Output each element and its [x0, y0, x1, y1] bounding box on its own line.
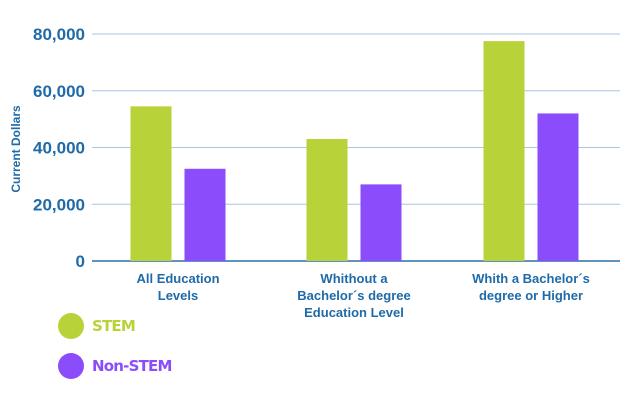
- y-tick-label: 40,000: [33, 139, 85, 158]
- legend-swatch-stem: [58, 313, 84, 339]
- x-category-label: Whithout a: [320, 271, 388, 286]
- bars: [130, 41, 579, 261]
- bar-stem-2: [483, 41, 525, 261]
- x-category-label: Whith a Bachelor´s: [472, 271, 590, 286]
- x-category-label: Levels: [158, 288, 198, 303]
- bar-stem-0: [130, 106, 172, 261]
- grid-lines: [92, 33, 620, 262]
- x-category-label: Education Level: [304, 305, 404, 320]
- y-axis-label: Current Dollars: [9, 105, 23, 193]
- y-tick-label: 20,000: [33, 195, 85, 214]
- legend-label-stem: STEM: [92, 317, 136, 335]
- bar-non-stem-0: [184, 168, 226, 261]
- x-category-label: All Education: [136, 271, 219, 286]
- legend-item-stem: STEM: [58, 312, 172, 340]
- legend-label-non-stem: Non-STEM: [92, 357, 172, 375]
- legend-swatch-non-stem: [58, 353, 84, 379]
- bar-stem-1: [306, 138, 348, 261]
- x-category-label: degree or Higher: [479, 288, 583, 303]
- legend-item-non-stem: Non-STEM: [58, 352, 172, 380]
- y-tick-label: 0: [76, 252, 85, 271]
- x-category-labels: All Education Levels Whithout a Bachelor´s …: [136, 271, 589, 320]
- bar-non-stem-1: [360, 184, 402, 261]
- y-tick-label: 80,000: [33, 25, 85, 44]
- y-tick-label: 60,000: [33, 82, 85, 101]
- x-category-label: Bachelor´s degree: [297, 288, 410, 303]
- legend: STEM Non-STEM: [58, 312, 172, 392]
- y-tick-labels: 0 20,000 40,000 60,000 80,000: [33, 25, 85, 271]
- bar-non-stem-2: [537, 113, 579, 261]
